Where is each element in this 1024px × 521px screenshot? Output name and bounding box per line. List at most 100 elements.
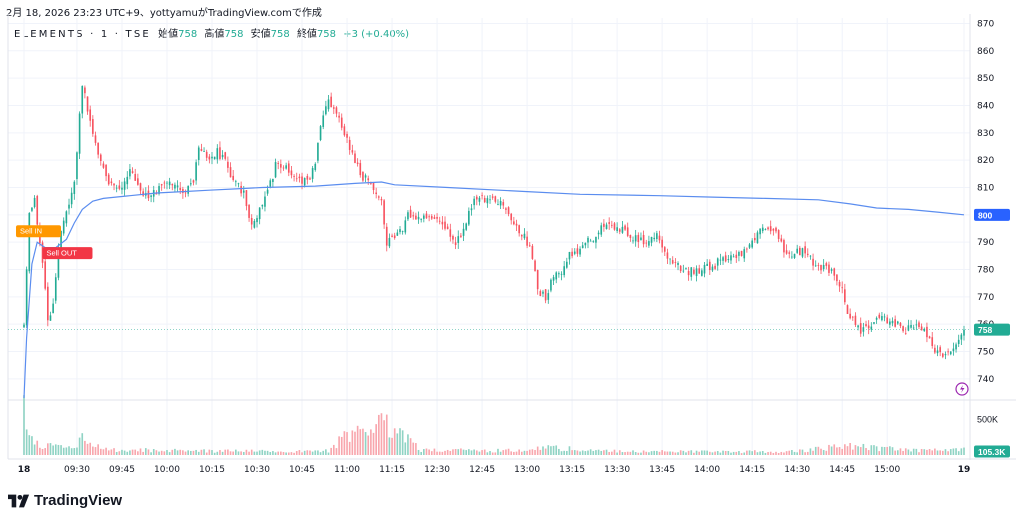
- candle-body: [854, 315, 857, 325]
- sell-out-marker[interactable]: [42, 247, 93, 260]
- volume-bar: [428, 449, 430, 455]
- volume-bar: [330, 447, 332, 455]
- volume-bar: [873, 445, 875, 455]
- candle-body: [309, 178, 311, 180]
- candle-body: [25, 269, 28, 326]
- volume-bar: [62, 447, 65, 455]
- candle-body: [359, 163, 362, 176]
- candle-body: [738, 252, 740, 256]
- candle-body: [507, 207, 510, 215]
- candle-body: [820, 265, 822, 271]
- volume-bar: [115, 451, 118, 455]
- volume-bar: [372, 432, 375, 455]
- candle-body: [195, 162, 197, 181]
- volume-bar: [923, 449, 926, 455]
- time-tick-label: 11:00: [334, 465, 360, 475]
- volume-bar: [253, 451, 256, 455]
- candle-body: [634, 235, 637, 242]
- volume-bar: [896, 450, 899, 455]
- volume-bar: [756, 452, 759, 455]
- candle-body: [227, 161, 229, 168]
- candle-body: [941, 353, 944, 357]
- volume-bar: [499, 451, 502, 455]
- volume-bar: [928, 449, 931, 455]
- candle-body: [944, 354, 947, 356]
- volume-bar: [764, 452, 767, 455]
- volume-bar: [777, 452, 780, 455]
- volume-bar: [54, 444, 57, 455]
- volume-bar: [401, 430, 404, 455]
- candle-body: [838, 281, 841, 287]
- candle-body: [661, 239, 663, 248]
- candle-body: [139, 183, 142, 191]
- volume-bar: [232, 451, 235, 455]
- candle-body: [481, 195, 483, 197]
- time-axis[interactable]: 18 09:30 09:45 10:00 10:15 10:30 10:45 11:00 11:…: [18, 465, 971, 475]
- candle-body: [552, 277, 555, 281]
- volume-bar: [955, 448, 957, 455]
- volume-bar: [224, 449, 227, 455]
- candle-body: [303, 177, 306, 186]
- candle-body: [695, 268, 698, 277]
- candle-body: [865, 324, 867, 327]
- volume-bar: [743, 452, 746, 455]
- time-tick-label: 13:00: [514, 465, 540, 475]
- volume-bar: [936, 450, 939, 455]
- volume-bar: [920, 448, 923, 455]
- volume-bar: [931, 450, 934, 455]
- candle-body: [915, 324, 918, 326]
- volume-bar: [579, 451, 581, 455]
- candle-body: [947, 351, 949, 353]
- candle-body: [812, 258, 814, 266]
- volume-bar: [663, 451, 666, 455]
- candle-body: [417, 216, 420, 220]
- volume-bar: [325, 449, 327, 455]
- volume-bar: [317, 450, 319, 455]
- candle-body: [544, 289, 547, 301]
- volume-bar: [775, 451, 777, 455]
- volume-bar: [118, 451, 121, 455]
- volume-bar: [327, 452, 330, 455]
- candle-body: [216, 148, 219, 160]
- candle-body: [325, 106, 327, 115]
- volume-bar: [963, 447, 965, 455]
- tradingview-logo[interactable]: TradingView: [8, 492, 122, 509]
- candle-body: [764, 228, 767, 230]
- candle-body: [743, 249, 746, 259]
- volume-bar: [714, 451, 716, 455]
- candle-body: [160, 184, 163, 186]
- volume-bar: [462, 449, 465, 455]
- candle-body: [769, 226, 772, 232]
- volume-bar: [608, 451, 611, 455]
- candle-body: [637, 234, 640, 242]
- candle-body: [102, 163, 105, 168]
- time-tick-label: 13:30: [604, 465, 630, 475]
- ohlc-high-value: 758: [224, 29, 244, 40]
- volume-bar: [362, 428, 364, 455]
- candle-body: [899, 322, 902, 327]
- volume-bar: [838, 447, 841, 455]
- candle-body: [287, 163, 290, 173]
- volume-bar: [417, 449, 420, 455]
- volume-bar: [160, 450, 163, 455]
- volume-bar: [269, 451, 272, 455]
- volume-bar: [822, 450, 825, 455]
- volume-bar: [772, 452, 775, 455]
- volume-bar: [653, 450, 656, 455]
- candle-body: [679, 265, 682, 272]
- candle-body: [89, 109, 92, 121]
- volume-bar: [444, 450, 446, 455]
- candle-body: [671, 260, 674, 264]
- candle-body: [200, 149, 203, 151]
- ohlc-open-label: 始値: [158, 29, 179, 40]
- candle-body: [213, 156, 216, 160]
- candle-body: [663, 247, 666, 252]
- volume-bar: [264, 450, 266, 455]
- time-tick-label: 10:15: [199, 465, 225, 475]
- candle-body: [716, 258, 719, 266]
- sell-in-marker[interactable]: [16, 225, 61, 238]
- last-volume-badge: [974, 445, 1010, 458]
- symbol-name[interactable]: ELEMENTS · 1 · TSE: [14, 29, 151, 40]
- volume-bar: [250, 449, 253, 455]
